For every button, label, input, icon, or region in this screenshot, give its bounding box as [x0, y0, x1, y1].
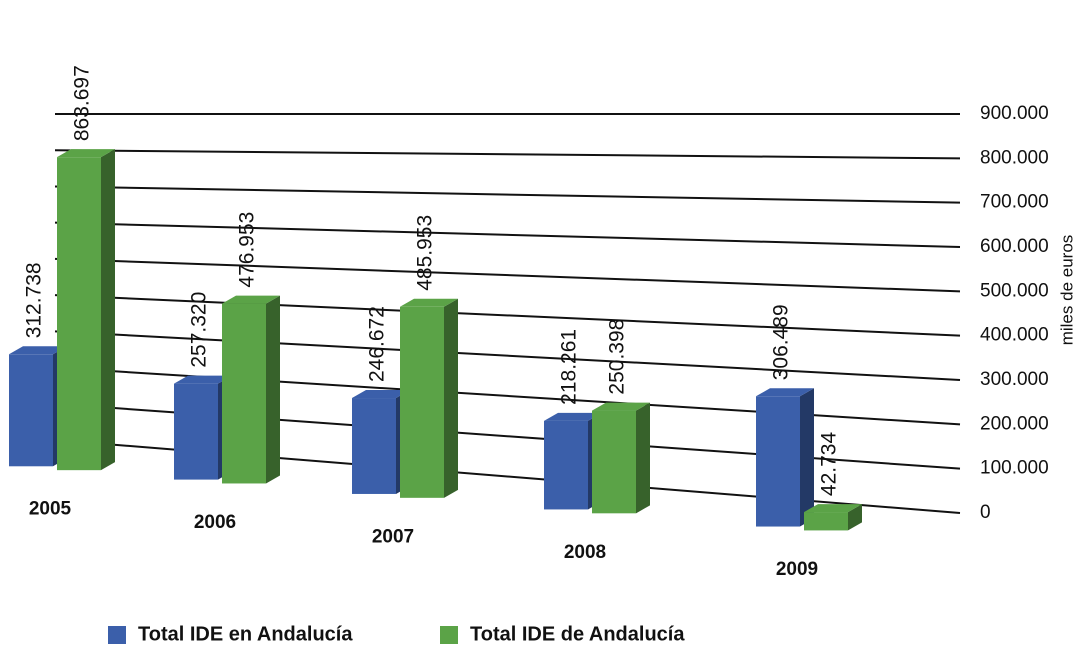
x-tick-label: 2006	[194, 512, 236, 533]
bar-face	[222, 303, 266, 484]
y-axis-title: miles de euros	[1057, 235, 1076, 346]
bar-face	[804, 512, 848, 531]
bar-face	[352, 398, 396, 494]
value-label: 485.953	[414, 215, 437, 291]
bar-face	[756, 396, 800, 527]
bar-face	[592, 402, 650, 411]
y-tick-label: 800.000	[980, 147, 1049, 168]
bar-face	[544, 412, 602, 421]
y-tick-label: 200.000	[980, 413, 1049, 434]
legend-swatch	[440, 626, 458, 644]
bar-face	[544, 420, 588, 510]
bar-face	[174, 375, 232, 384]
y-tick-label: 100.000	[980, 458, 1049, 479]
legend-swatch	[108, 626, 126, 644]
bar-face	[101, 149, 115, 471]
value-label: 476.953	[236, 212, 259, 288]
bar	[756, 388, 814, 527]
x-tick-label: 2005	[29, 499, 72, 520]
bar-face	[266, 295, 280, 484]
bar-face	[352, 390, 410, 399]
bar-face	[592, 410, 636, 514]
bar-face	[444, 298, 458, 498]
x-tick-label: 2008	[564, 542, 606, 563]
x-tick-label: 2009	[776, 559, 818, 580]
y-tick-label: 900.000	[980, 103, 1049, 124]
bar-face	[9, 346, 67, 355]
y-tick-label: 500.000	[980, 280, 1049, 301]
bar-face	[756, 388, 814, 397]
y-tick-label: 300.000	[980, 369, 1049, 390]
value-label: 257.320	[188, 292, 211, 368]
value-label: 312.738	[23, 262, 46, 338]
bar-face	[636, 402, 650, 514]
bar	[57, 149, 115, 471]
value-label: 863.697	[71, 65, 94, 141]
bar-face	[174, 383, 218, 480]
bar-face	[222, 295, 280, 304]
bar	[400, 298, 458, 498]
bar	[174, 375, 232, 480]
value-label: 246.672	[366, 306, 389, 382]
grid-line	[54, 330, 961, 381]
bar-face	[9, 354, 53, 467]
legend-label: Total IDE en Andalucía	[138, 623, 353, 645]
bar	[544, 412, 602, 510]
legend-label: Total IDE de Andalucía	[470, 623, 685, 645]
y-tick-label: 0	[980, 502, 991, 523]
grid-line	[54, 294, 961, 337]
bar-face	[800, 388, 814, 527]
y-tick-label: 400.000	[980, 325, 1049, 346]
bar-face	[57, 149, 115, 158]
grid-line	[54, 221, 961, 248]
value-label: 306.489	[770, 304, 793, 380]
grid-line	[54, 257, 961, 293]
bar-face	[400, 298, 458, 307]
bar	[222, 295, 280, 484]
grid-line	[54, 149, 961, 160]
grid-line	[54, 185, 961, 204]
bar-face	[400, 306, 444, 498]
bar	[592, 402, 650, 514]
bar-face	[57, 157, 101, 471]
value-label: 250.398	[606, 319, 629, 395]
bar	[804, 504, 862, 531]
y-tick-label: 700.000	[980, 192, 1049, 213]
bar-face	[804, 504, 862, 513]
value-label: 42.734	[818, 432, 841, 497]
bar-face	[848, 504, 862, 531]
value-label: 218.261	[558, 329, 581, 405]
x-tick-label: 2007	[372, 526, 414, 547]
y-tick-label: 600.000	[980, 236, 1049, 257]
